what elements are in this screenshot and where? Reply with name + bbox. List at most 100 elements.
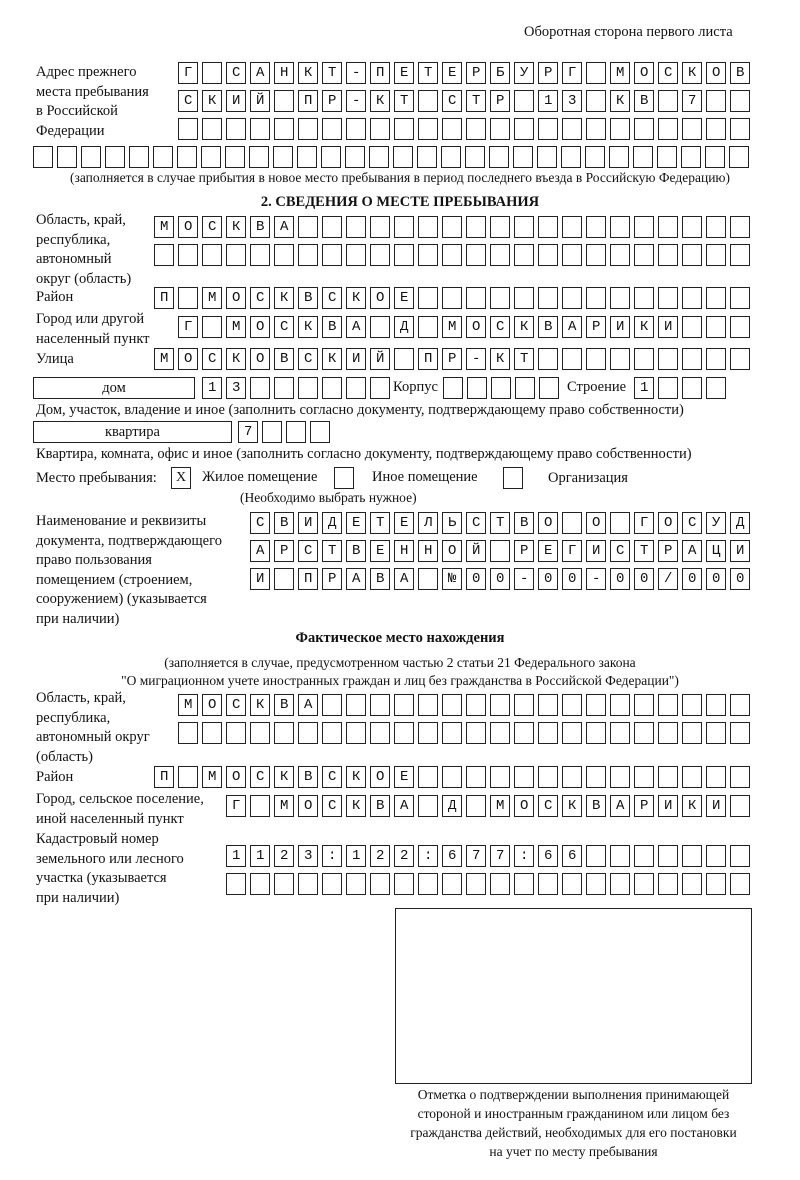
char-cell[interactable]	[322, 287, 342, 309]
char-cell[interactable]	[730, 873, 750, 895]
char-cell[interactable]	[490, 348, 510, 370]
char-cell[interactable]	[178, 90, 198, 112]
char-cell[interactable]	[466, 118, 486, 140]
char-cell[interactable]	[418, 766, 438, 788]
char-cell[interactable]	[346, 873, 366, 895]
char-cell[interactable]	[562, 62, 582, 84]
char-cell[interactable]	[346, 694, 366, 716]
char-cell[interactable]	[249, 146, 269, 168]
char-cell[interactable]	[538, 216, 558, 238]
char-cell[interactable]	[298, 62, 318, 84]
char-cell[interactable]	[274, 766, 294, 788]
char-cell[interactable]	[706, 512, 726, 534]
char-cell[interactable]	[274, 316, 294, 338]
char-cell[interactable]	[418, 845, 438, 867]
char-cell[interactable]	[586, 722, 606, 744]
char-cell[interactable]	[730, 540, 750, 562]
char-cell[interactable]	[369, 146, 389, 168]
char-cell[interactable]	[730, 216, 750, 238]
char-cell[interactable]	[418, 90, 438, 112]
char-cell[interactable]	[730, 722, 750, 744]
char-cell[interactable]	[682, 348, 702, 370]
char-cell[interactable]	[538, 568, 558, 590]
char-cell[interactable]	[538, 694, 558, 716]
char-cell[interactable]	[682, 377, 702, 399]
char-cell[interactable]	[658, 316, 678, 338]
char-cell[interactable]	[562, 845, 582, 867]
char-cell[interactable]	[346, 62, 366, 84]
char-cell[interactable]	[250, 377, 270, 399]
char-cell[interactable]	[562, 722, 582, 744]
char-cell[interactable]	[225, 146, 245, 168]
char-cell[interactable]	[346, 348, 366, 370]
char-cell[interactable]	[466, 722, 486, 744]
char-cell[interactable]	[514, 90, 534, 112]
char-cell[interactable]	[178, 216, 198, 238]
char-cell[interactable]	[466, 62, 486, 84]
char-cell[interactable]	[394, 795, 414, 817]
char-cell[interactable]	[370, 795, 390, 817]
char-cell[interactable]	[682, 795, 702, 817]
char-cell[interactable]	[226, 348, 246, 370]
char-cell[interactable]	[346, 216, 366, 238]
char-cell[interactable]	[322, 540, 342, 562]
char-cell[interactable]	[394, 90, 414, 112]
char-cell[interactable]	[706, 766, 726, 788]
char-cell[interactable]	[562, 694, 582, 716]
char-cell[interactable]	[466, 216, 486, 238]
char-cell[interactable]	[250, 348, 270, 370]
char-cell[interactable]	[250, 216, 270, 238]
char-cell[interactable]	[298, 118, 318, 140]
char-cell[interactable]	[322, 90, 342, 112]
char-cell[interactable]	[394, 694, 414, 716]
char-cell[interactable]	[370, 216, 390, 238]
char-cell[interactable]	[466, 540, 486, 562]
char-cell[interactable]	[705, 146, 725, 168]
char-cell[interactable]	[490, 512, 510, 534]
char-cell[interactable]	[322, 244, 342, 266]
option-organization-checkbox[interactable]	[503, 467, 523, 489]
char-cell[interactable]	[274, 795, 294, 817]
char-cell[interactable]	[418, 694, 438, 716]
char-cell[interactable]	[298, 348, 318, 370]
char-cell[interactable]	[346, 118, 366, 140]
char-cell[interactable]	[514, 873, 534, 895]
char-cell[interactable]	[658, 118, 678, 140]
char-cell[interactable]	[442, 287, 462, 309]
char-cell[interactable]	[658, 722, 678, 744]
char-cell[interactable]	[177, 146, 197, 168]
char-cell[interactable]	[298, 244, 318, 266]
char-cell[interactable]	[467, 377, 487, 399]
char-cell[interactable]	[682, 287, 702, 309]
char-cell[interactable]	[394, 722, 414, 744]
char-cell[interactable]	[370, 766, 390, 788]
char-cell[interactable]	[682, 62, 702, 84]
char-cell[interactable]	[226, 377, 246, 399]
char-cell[interactable]	[586, 568, 606, 590]
char-cell[interactable]	[394, 118, 414, 140]
char-cell[interactable]	[298, 766, 318, 788]
char-cell[interactable]	[514, 845, 534, 867]
char-cell[interactable]	[250, 287, 270, 309]
char-cell[interactable]	[394, 62, 414, 84]
char-cell[interactable]	[610, 568, 630, 590]
char-cell[interactable]	[538, 873, 558, 895]
char-cell[interactable]	[514, 118, 534, 140]
char-cell[interactable]	[658, 873, 678, 895]
char-cell[interactable]	[394, 348, 414, 370]
char-cell[interactable]	[658, 216, 678, 238]
char-cell[interactable]	[442, 873, 462, 895]
char-cell[interactable]	[538, 722, 558, 744]
char-cell[interactable]	[417, 146, 437, 168]
char-cell[interactable]	[730, 287, 750, 309]
char-cell[interactable]	[610, 694, 630, 716]
char-cell[interactable]	[298, 845, 318, 867]
char-cell[interactable]	[562, 348, 582, 370]
char-cell[interactable]	[682, 540, 702, 562]
char-cell[interactable]	[634, 512, 654, 534]
char-cell[interactable]	[586, 62, 606, 84]
char-cell[interactable]	[538, 118, 558, 140]
char-cell[interactable]	[370, 62, 390, 84]
char-cell[interactable]	[466, 316, 486, 338]
char-cell[interactable]	[682, 873, 702, 895]
